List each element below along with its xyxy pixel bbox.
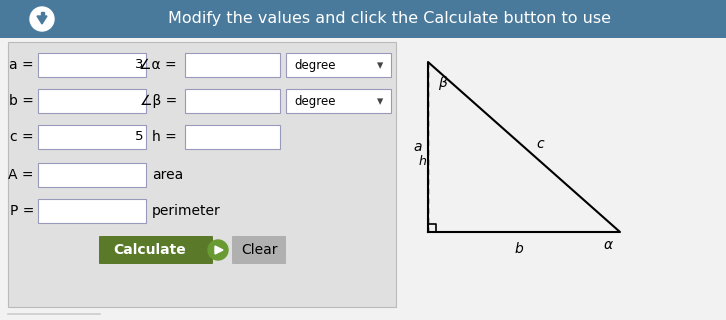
- Text: degree: degree: [294, 94, 335, 108]
- Text: Calculate: Calculate: [113, 243, 186, 257]
- FancyBboxPatch shape: [38, 125, 146, 149]
- Text: h =: h =: [152, 130, 177, 144]
- Text: α: α: [604, 238, 613, 252]
- Circle shape: [30, 7, 54, 31]
- Text: β: β: [438, 76, 447, 90]
- Text: degree: degree: [294, 59, 335, 71]
- Text: ▾: ▾: [377, 95, 383, 108]
- Text: b: b: [515, 242, 523, 256]
- Text: A =: A =: [9, 168, 34, 182]
- Text: Clear: Clear: [241, 243, 277, 257]
- Text: Modify the values and click the Calculate button to use: Modify the values and click the Calculat…: [168, 12, 611, 27]
- FancyBboxPatch shape: [8, 42, 396, 307]
- Text: ∠α =: ∠α =: [139, 58, 177, 72]
- FancyBboxPatch shape: [185, 89, 280, 113]
- Text: P =: P =: [9, 204, 34, 218]
- FancyBboxPatch shape: [99, 236, 213, 264]
- Polygon shape: [215, 246, 223, 254]
- Text: 5: 5: [134, 131, 143, 143]
- FancyBboxPatch shape: [286, 53, 391, 77]
- Text: c =: c =: [10, 130, 34, 144]
- Text: 3: 3: [134, 59, 143, 71]
- Polygon shape: [37, 16, 47, 24]
- FancyBboxPatch shape: [38, 163, 146, 187]
- Text: a: a: [414, 140, 422, 154]
- Text: area: area: [152, 168, 183, 182]
- Circle shape: [208, 240, 228, 260]
- Text: a =: a =: [9, 58, 34, 72]
- Text: b =: b =: [9, 94, 34, 108]
- Polygon shape: [41, 12, 44, 17]
- Text: c: c: [537, 138, 544, 151]
- FancyBboxPatch shape: [38, 53, 146, 77]
- FancyBboxPatch shape: [286, 89, 391, 113]
- Text: h: h: [418, 155, 426, 168]
- FancyBboxPatch shape: [38, 89, 146, 113]
- FancyBboxPatch shape: [0, 0, 726, 38]
- Text: perimeter: perimeter: [152, 204, 221, 218]
- FancyBboxPatch shape: [232, 236, 286, 264]
- FancyBboxPatch shape: [38, 199, 146, 223]
- FancyBboxPatch shape: [185, 53, 280, 77]
- Text: ▾: ▾: [377, 60, 383, 73]
- Text: ∠β =: ∠β =: [139, 94, 177, 108]
- FancyBboxPatch shape: [185, 125, 280, 149]
